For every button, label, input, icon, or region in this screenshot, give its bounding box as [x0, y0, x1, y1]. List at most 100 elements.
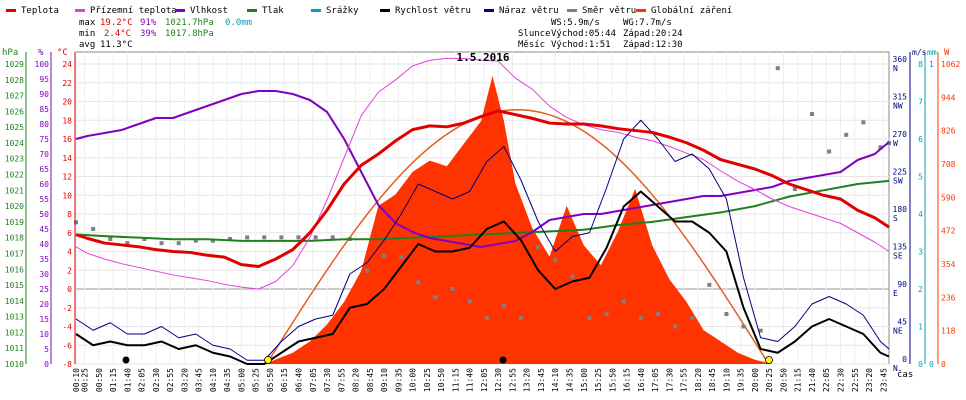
hpa-tick: 1026 — [5, 107, 24, 116]
mm-tick: 0 — [929, 360, 934, 369]
x-tick-label: 11:15 — [451, 368, 460, 392]
pct-tick: 60 — [39, 180, 49, 189]
stat-avg-temp: 11.3°C — [100, 40, 133, 50]
wind-direction-point — [484, 316, 489, 321]
stat-max-hum: 91% — [140, 18, 157, 28]
pct-tick: 25 — [39, 285, 49, 294]
x-tick-label: 10:25 — [423, 368, 432, 392]
c-tick: 24 — [62, 60, 72, 69]
wind-direction-point — [792, 187, 797, 191]
x-tick-label: 14:10 — [551, 368, 560, 392]
wind-direction-point — [587, 316, 592, 321]
w-tick: 472 — [941, 227, 956, 236]
mm-unit: mm — [927, 48, 937, 57]
ms-unit: m/s — [912, 48, 927, 57]
pct-tick: 20 — [39, 300, 49, 309]
c-tick: 8 — [67, 210, 72, 219]
deg-tick: 135 — [893, 243, 908, 252]
w-tick: 0 — [941, 360, 946, 369]
radiation-series — [264, 75, 773, 365]
legend-label-naraz-vetru: Náraz větru — [499, 6, 559, 16]
wind-direction-point — [553, 257, 558, 262]
info-moon-rise: Východ:1:51 — [551, 40, 611, 50]
c-tick: 0 — [67, 285, 72, 294]
wind-direction-point — [570, 274, 575, 279]
c-tick: -6 — [62, 341, 72, 350]
x-tick-label: 06:40 — [295, 368, 304, 392]
stat-min-temp: 2.4°C — [104, 29, 131, 39]
x-tick-label: 18:45 — [708, 368, 717, 392]
x-tick-label: 03:45 — [195, 368, 204, 392]
wind-direction-point — [330, 235, 335, 240]
wind-direction-point — [296, 235, 301, 240]
hpa-tick: 1011 — [5, 344, 24, 353]
hpa-tick: 1015 — [5, 281, 24, 290]
w-tick: 1062 — [941, 60, 960, 69]
hpa-tick: 1017 — [5, 249, 24, 258]
x-tick-label: 09:35 — [394, 368, 403, 392]
wind-direction-point — [741, 324, 746, 329]
moon-marker-2 — [499, 356, 507, 364]
x-tick-label: 19:10 — [722, 368, 731, 392]
hpa-tick: 1021 — [5, 186, 24, 195]
wind-direction-point — [450, 287, 455, 291]
legend: Teplota Přízemní teplota Vlhkost Tlak Srážky… — [6, 6, 732, 16]
wind-direction-point — [844, 132, 849, 137]
x-tick-label: 17:05 — [651, 368, 660, 392]
wind-direction-point — [193, 238, 198, 243]
stat-max-label: max — [79, 18, 96, 28]
x-tick-label: 17:55 — [680, 368, 689, 392]
x-tick-label: 07:55 — [337, 368, 346, 392]
stat-avg-label: avg — [79, 40, 95, 50]
w-unit: W — [944, 48, 950, 58]
x-tick-label: 02:05 — [138, 368, 147, 392]
x-tick-label: 07:30 — [323, 368, 332, 392]
wind-direction-point — [621, 299, 626, 304]
pct-tick: 35 — [39, 255, 49, 264]
c-unit: °C — [57, 48, 68, 58]
c-tick: -8 — [62, 360, 72, 369]
x-tick-label: 02:55 — [166, 368, 175, 392]
pct-tick: 0 — [44, 360, 49, 369]
hpa-tick: 1027 — [5, 92, 24, 101]
x-tick-label: 13:20 — [523, 368, 532, 392]
wind-direction-point — [827, 149, 832, 154]
x-tick-label: 21:15 — [794, 368, 803, 392]
markers — [122, 356, 773, 364]
w-tick: 708 — [941, 160, 956, 169]
wind-direction-point — [364, 268, 369, 273]
pct-tick: 95 — [39, 75, 49, 84]
wind-direction-point — [142, 237, 147, 241]
ms-tick: 4 — [918, 210, 923, 219]
x-tick-label: 18:20 — [694, 368, 703, 392]
ground-temperature-line — [75, 57, 890, 290]
hpa-tick: 1022 — [5, 171, 24, 180]
dir-tick: N — [893, 64, 898, 73]
mm-tick: 1 — [929, 60, 934, 69]
wind-direction-point — [519, 316, 524, 321]
info-moon-set: Západ:12:30 — [623, 40, 683, 50]
wind-direction-point — [313, 235, 318, 240]
x-tick-label: 10:00 — [409, 368, 418, 392]
stat-min-label: min — [79, 29, 95, 39]
pct-tick: 10 — [39, 330, 49, 339]
dir-tick: SE — [893, 252, 903, 261]
deg-tick: 225 — [893, 168, 908, 177]
info-ws: WS:5.9m/s — [551, 18, 600, 28]
wind-direction-series — [74, 66, 891, 333]
w-tick: 354 — [941, 260, 956, 269]
pct-tick: 65 — [39, 165, 49, 174]
legend-swatch-globalni-zareni — [636, 9, 646, 12]
legend-swatch-naraz-vetru — [484, 9, 494, 12]
x-tick-label: 13:45 — [537, 368, 546, 392]
hpa-tick: 1024 — [5, 139, 24, 148]
x-tick-label: 15:00 — [580, 368, 589, 392]
hpa-tick: 1029 — [5, 60, 24, 69]
legend-swatch-rychlost-vetru — [380, 9, 390, 12]
x-tick-label: 11:40 — [466, 368, 475, 392]
pct-tick: 75 — [39, 135, 49, 144]
ms-tick: 5 — [918, 173, 923, 182]
hpa-tick: 1013 — [5, 313, 24, 322]
wind-direction-point — [638, 316, 643, 321]
